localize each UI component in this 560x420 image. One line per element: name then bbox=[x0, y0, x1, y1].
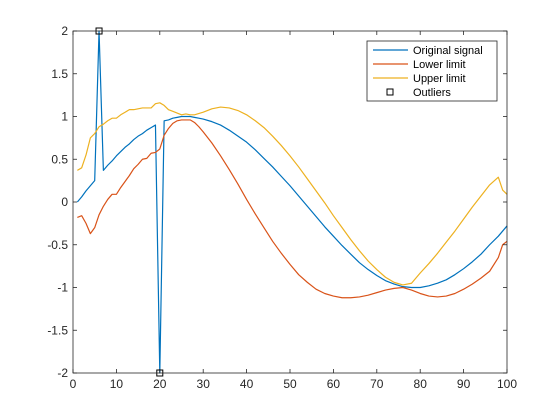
legend-swatch-outliers bbox=[386, 88, 394, 96]
series-layer bbox=[76, 30, 508, 374]
legend-label-outliers: Outliers bbox=[413, 87, 451, 99]
y-tick-label: 1.5 bbox=[51, 67, 68, 81]
y-tick-label: -0.5 bbox=[47, 238, 68, 252]
x-tick-label: 0 bbox=[70, 377, 77, 391]
y-tick-label: -1 bbox=[57, 281, 68, 295]
series-line-original-signal bbox=[76, 30, 508, 374]
x-tick-label: 80 bbox=[414, 377, 428, 391]
x-tick-label: 50 bbox=[283, 377, 297, 391]
x-tick-label: 30 bbox=[197, 377, 211, 391]
legend-label-lower-limit: Lower limit bbox=[413, 59, 466, 71]
y-tick-label: 1 bbox=[61, 110, 68, 124]
series-line-upper-limit bbox=[77, 102, 508, 286]
y-axis: -2 -1.5 -1 -0.5 0 0.5 1 1.5 2 bbox=[47, 24, 507, 380]
y-tick-label: -2 bbox=[57, 366, 68, 380]
x-tick-label: 10 bbox=[110, 377, 124, 391]
legend-label-original-signal: Original signal bbox=[413, 45, 483, 57]
x-tick-label: 20 bbox=[153, 377, 167, 391]
y-tick-label: -1.5 bbox=[47, 323, 68, 337]
x-tick-label: 60 bbox=[327, 377, 341, 391]
x-tick-label: 40 bbox=[240, 377, 254, 391]
y-tick-label: 0 bbox=[61, 195, 68, 209]
legend: Original signal Lower limit Upper limit … bbox=[366, 40, 498, 102]
y-tick-label: 0.5 bbox=[51, 152, 68, 166]
x-tick-label: 70 bbox=[370, 377, 384, 391]
x-axis: 0 10 20 30 40 50 60 70 80 90 100 bbox=[70, 31, 517, 391]
x-tick-label: 100 bbox=[497, 377, 517, 391]
legend-box bbox=[366, 40, 498, 102]
legend-label-upper-limit: Upper limit bbox=[413, 73, 466, 85]
x-tick-label: 90 bbox=[457, 377, 471, 391]
series-line-lower-limit bbox=[77, 119, 508, 299]
y-tick-label: 2 bbox=[61, 24, 68, 38]
